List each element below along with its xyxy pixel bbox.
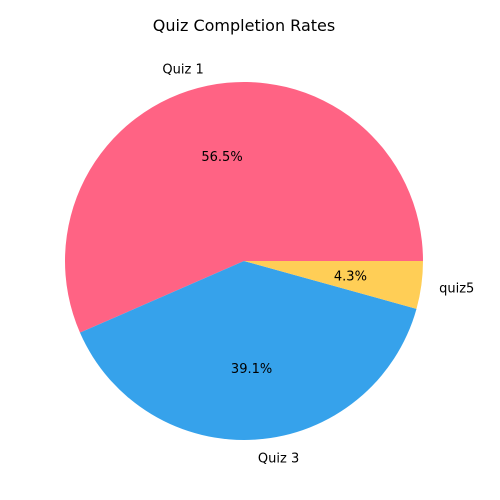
chart-title: Quiz Completion Rates [153, 16, 335, 35]
slice-percent-label: 4.3% [334, 269, 367, 284]
slice-category-label: quiz5 [439, 282, 474, 297]
slice-category-label: Quiz 3 [258, 451, 299, 466]
pie-slices [64, 81, 423, 440]
slice-percent-label: 39.1% [231, 362, 272, 377]
slice-category-label: Quiz 1 [162, 62, 203, 77]
slice-percent-label: 56.5% [201, 150, 242, 165]
pie-slice-quiz-1 [64, 81, 423, 333]
pie-slice-quiz5 [244, 261, 423, 309]
pie-labels: 56.5% Quiz 1 39.1% Quiz 3 4.3% quiz5 [162, 62, 474, 466]
pie-slice-quiz-3 [79, 261, 417, 440]
